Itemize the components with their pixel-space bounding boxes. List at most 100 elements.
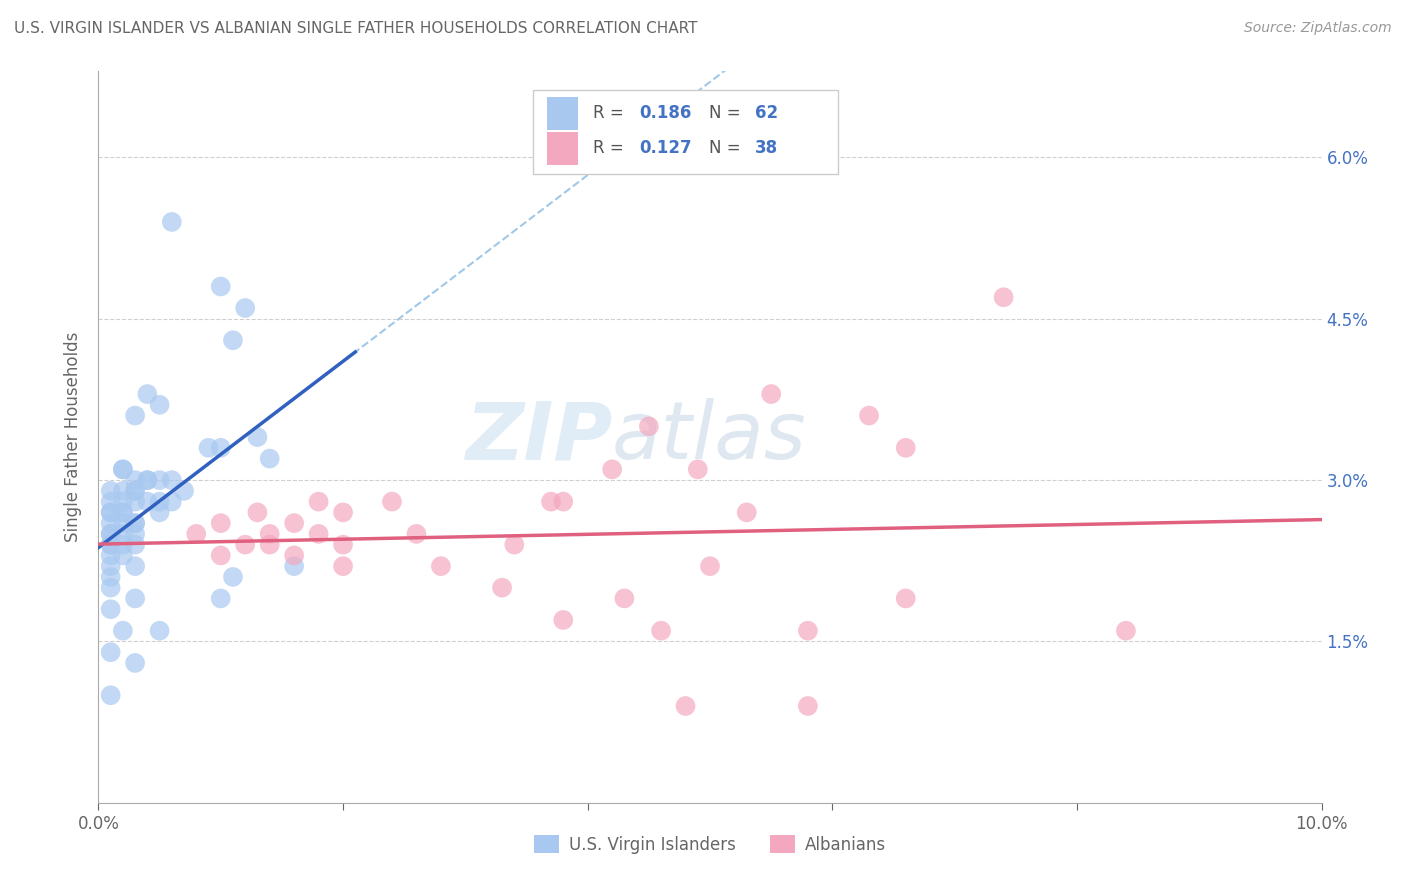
Point bbox=[283, 516, 305, 530]
Point bbox=[100, 494, 122, 508]
Point bbox=[173, 483, 195, 498]
Point bbox=[100, 538, 122, 552]
Point bbox=[100, 645, 122, 659]
Text: U.S. VIRGIN ISLANDER VS ALBANIAN SINGLE FATHER HOUSEHOLDS CORRELATION CHART: U.S. VIRGIN ISLANDER VS ALBANIAN SINGLE … bbox=[14, 21, 697, 36]
Point bbox=[149, 473, 172, 487]
Point bbox=[100, 581, 122, 595]
Point bbox=[259, 538, 281, 552]
Point bbox=[993, 290, 1015, 304]
Point bbox=[124, 516, 146, 530]
Point bbox=[100, 688, 122, 702]
Point bbox=[111, 549, 134, 563]
Point bbox=[100, 570, 122, 584]
Point bbox=[124, 516, 146, 530]
Point bbox=[149, 398, 172, 412]
Point bbox=[100, 538, 122, 552]
Point bbox=[111, 494, 134, 508]
Point bbox=[209, 549, 232, 563]
Point bbox=[283, 549, 305, 563]
Point bbox=[600, 462, 623, 476]
Point bbox=[209, 591, 232, 606]
FancyBboxPatch shape bbox=[547, 97, 578, 130]
Text: ZIP: ZIP bbox=[465, 398, 612, 476]
Point bbox=[491, 581, 513, 595]
Point bbox=[259, 527, 281, 541]
Point bbox=[540, 494, 562, 508]
Point bbox=[209, 441, 232, 455]
Text: N =: N = bbox=[709, 104, 745, 122]
Point bbox=[759, 387, 782, 401]
Text: 0.127: 0.127 bbox=[640, 139, 692, 157]
Point bbox=[136, 387, 159, 401]
Point bbox=[197, 441, 219, 455]
Point bbox=[613, 591, 636, 606]
Point bbox=[100, 516, 122, 530]
Point bbox=[136, 494, 159, 508]
Text: atlas: atlas bbox=[612, 398, 807, 476]
Point bbox=[100, 602, 122, 616]
Point bbox=[381, 494, 404, 508]
Point bbox=[233, 538, 256, 552]
Point bbox=[111, 505, 134, 519]
Point bbox=[553, 494, 575, 508]
Point bbox=[332, 538, 354, 552]
Point bbox=[111, 527, 134, 541]
Point bbox=[430, 559, 453, 574]
Point bbox=[246, 505, 269, 519]
Point bbox=[160, 494, 183, 508]
Point bbox=[186, 527, 208, 541]
Point bbox=[124, 473, 146, 487]
Point bbox=[111, 624, 134, 638]
Point bbox=[100, 483, 122, 498]
Point bbox=[686, 462, 709, 476]
Point bbox=[894, 591, 917, 606]
Point bbox=[675, 698, 697, 713]
Point bbox=[894, 441, 917, 455]
Point bbox=[222, 570, 245, 584]
Text: 0.186: 0.186 bbox=[640, 104, 692, 122]
FancyBboxPatch shape bbox=[547, 132, 578, 165]
Point bbox=[283, 559, 305, 574]
Point bbox=[858, 409, 880, 423]
Point bbox=[637, 419, 661, 434]
Point bbox=[308, 527, 330, 541]
Point bbox=[149, 505, 172, 519]
Point bbox=[100, 559, 122, 574]
Point bbox=[111, 505, 134, 519]
Point bbox=[332, 559, 354, 574]
Point bbox=[124, 559, 146, 574]
Point bbox=[405, 527, 427, 541]
Text: N =: N = bbox=[709, 139, 745, 157]
Point bbox=[111, 516, 134, 530]
Point bbox=[111, 462, 134, 476]
Point bbox=[111, 462, 134, 476]
Text: 38: 38 bbox=[755, 139, 779, 157]
Point bbox=[259, 451, 281, 466]
Text: Source: ZipAtlas.com: Source: ZipAtlas.com bbox=[1244, 21, 1392, 35]
Point bbox=[100, 505, 122, 519]
Point bbox=[233, 301, 256, 315]
Text: R =: R = bbox=[592, 104, 628, 122]
Point bbox=[100, 527, 122, 541]
Text: 62: 62 bbox=[755, 104, 779, 122]
Point bbox=[149, 624, 172, 638]
Point bbox=[209, 516, 232, 530]
Point bbox=[149, 494, 172, 508]
FancyBboxPatch shape bbox=[533, 90, 838, 174]
Y-axis label: Single Father Households: Single Father Households bbox=[65, 332, 83, 542]
Point bbox=[332, 505, 354, 519]
Point bbox=[100, 549, 122, 563]
Point bbox=[650, 624, 672, 638]
Point bbox=[735, 505, 758, 519]
Point bbox=[124, 591, 146, 606]
Point bbox=[100, 527, 122, 541]
Point bbox=[222, 333, 245, 347]
Point bbox=[111, 483, 134, 498]
Point bbox=[136, 473, 159, 487]
Point bbox=[797, 624, 820, 638]
Point bbox=[124, 538, 146, 552]
Point bbox=[124, 483, 146, 498]
Point bbox=[1115, 624, 1137, 638]
Point bbox=[160, 215, 183, 229]
Point bbox=[797, 698, 820, 713]
